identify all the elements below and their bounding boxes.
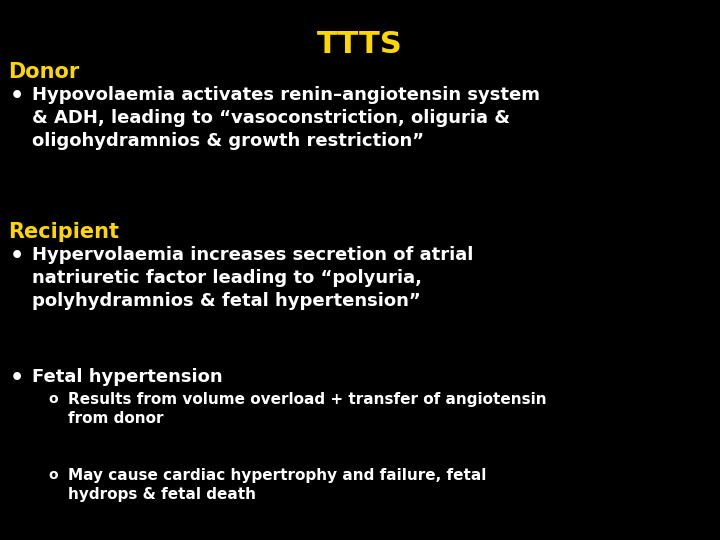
Text: •: • <box>10 86 24 106</box>
Text: o: o <box>48 392 58 406</box>
Text: Recipient: Recipient <box>8 222 119 242</box>
Text: Results from volume overload + transfer of angiotensin
from donor: Results from volume overload + transfer … <box>68 392 546 426</box>
Text: Donor: Donor <box>8 62 79 82</box>
Text: •: • <box>10 246 24 266</box>
Text: o: o <box>48 468 58 482</box>
Text: May cause cardiac hypertrophy and failure, fetal
hydrops & fetal death: May cause cardiac hypertrophy and failur… <box>68 468 487 502</box>
Text: •: • <box>10 368 24 388</box>
Text: Hypovolaemia activates renin–angiotensin system
& ADH, leading to “vasoconstrict: Hypovolaemia activates renin–angiotensin… <box>32 86 540 150</box>
Text: Fetal hypertension: Fetal hypertension <box>32 368 222 386</box>
Text: Hypervolaemia increases secretion of atrial
natriuretic factor leading to “polyu: Hypervolaemia increases secretion of atr… <box>32 246 473 310</box>
Text: TTTS: TTTS <box>317 30 403 59</box>
